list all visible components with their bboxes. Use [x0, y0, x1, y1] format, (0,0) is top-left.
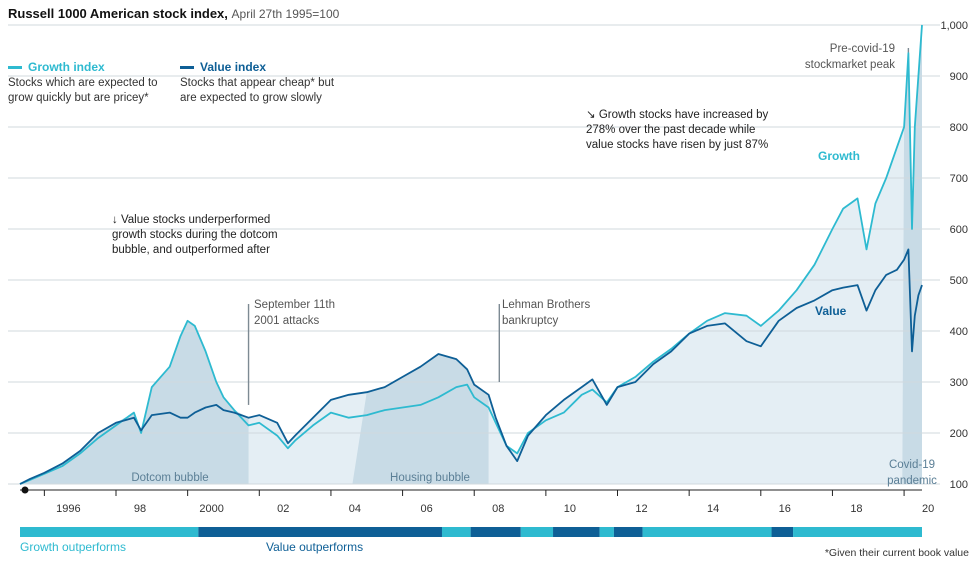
- y-tick-label: 500: [950, 275, 968, 287]
- decade-note-line-3: value stocks have risen by just 87%: [586, 139, 769, 151]
- lehman-label-line-2: bankruptcy: [502, 315, 559, 327]
- decade-note-line-1: ↘ Growth stocks have increased by: [586, 109, 769, 121]
- y-tick-label: 300: [950, 377, 968, 389]
- outperform-segment: [20, 527, 199, 537]
- area-fill: [20, 25, 922, 484]
- decade-note-line-2: 278% over the past decade while: [586, 124, 756, 136]
- decade-note: ↘ Growth stocks have increased by 278% o…: [586, 108, 768, 153]
- housing-bubble-label: Housing bubble: [390, 472, 470, 484]
- value-series-line: [19, 248, 923, 485]
- y-tick-label: 400: [950, 326, 968, 338]
- precovid-label-line-1: Pre-covid-19: [830, 43, 895, 55]
- chart-subtitle: April 27th 1995=100: [231, 7, 340, 21]
- growth-series-line: [19, 24, 923, 485]
- outperform-segment: [553, 527, 600, 537]
- sept11-label-line-2: 2001 attacks: [254, 315, 319, 327]
- x-axis: 1996 98 2000 02 04 06 08 10 12 14 16 18 20: [20, 486, 934, 515]
- x-tick-label: 14: [707, 503, 719, 515]
- dotcom-note-line-2: growth stocks during the dotcom: [112, 229, 278, 241]
- outperform-bar: [20, 527, 922, 537]
- value-outperforms-label: Value outperforms: [266, 540, 364, 554]
- dotcom-note-line-1: ↓ Value stocks underperformed: [112, 214, 271, 226]
- shaded-period-2: [902, 25, 922, 484]
- x-tick-label: 06: [420, 503, 432, 515]
- legend-growth-label: Growth index: [28, 60, 105, 74]
- y-tick-label: 900: [950, 71, 968, 83]
- y-tick-label: 700: [950, 173, 968, 185]
- outperform-segment: [793, 527, 922, 537]
- annotation-labels: September 11th 2001 attacks Lehman Brother…: [131, 43, 937, 487]
- growth-outperforms-label: Growth outperforms: [20, 540, 127, 554]
- x-tick-label: 98: [134, 503, 146, 515]
- legend-growth-swatch: [8, 65, 22, 69]
- legend-value-desc-1: Stocks that appear cheap* but: [180, 77, 335, 89]
- y-tick-label: 600: [950, 224, 968, 236]
- x-tick-label: 2000: [199, 503, 223, 515]
- legend-growth-header: Growth index: [8, 60, 158, 74]
- value-series-label: Value: [815, 304, 847, 318]
- sept11-label-line-1: September 11th: [254, 299, 335, 311]
- y-tick-label: 200: [950, 428, 968, 440]
- y-tick-label: 100: [950, 479, 968, 491]
- legend-value: Value index Stocks that appear cheap* bu…: [180, 60, 334, 106]
- x-tick-label: 02: [277, 503, 289, 515]
- x-tick-label: 18: [850, 503, 862, 515]
- dotcom-note-line-3: bubble, and outperformed after: [112, 244, 270, 256]
- x-tick-label: 10: [564, 503, 576, 515]
- x-tick-label: 08: [492, 503, 504, 515]
- footnote: *Given their current book value: [824, 547, 969, 559]
- legend-value-header: Value index: [180, 60, 334, 74]
- x-tick-label: 1996: [56, 503, 80, 515]
- shaded-period-0: [20, 320, 249, 484]
- outperform-segment: [441, 527, 471, 537]
- outperform-segment: [771, 527, 794, 537]
- legend-value-swatch: [180, 65, 194, 69]
- outperform-segment: [520, 527, 554, 537]
- dotcom-note: ↓ Value stocks underperformed growth sto…: [112, 213, 278, 258]
- x-tick-label: 04: [349, 503, 361, 515]
- dotcom-bubble-label: Dotcom bubble: [131, 472, 208, 484]
- covid-label-line-2: pandemic: [887, 475, 937, 487]
- legend-growth: Growth index Stocks which are expected t…: [8, 60, 158, 106]
- chart-title-text: Russell 1000 American stock index,: [8, 6, 228, 21]
- y-tick-label: 800: [950, 122, 968, 134]
- growth-series-label: Growth: [818, 149, 860, 163]
- gridlines: [8, 24, 940, 485]
- x-tick-label: 20: [922, 503, 934, 515]
- outperform-segment: [198, 527, 442, 537]
- legend-growth-desc-1: Stocks which are expected to: [8, 77, 158, 89]
- lehman-label-line-1: Lehman Brothers: [502, 299, 590, 311]
- legend-growth-desc-2: grow quickly but are pricey*: [8, 92, 149, 104]
- x-tick-label: 16: [779, 503, 791, 515]
- y-tick-label: 1,000: [940, 20, 968, 32]
- outperform-segment: [470, 527, 521, 537]
- legend-value-desc-2: are expected to grow slowly: [180, 92, 322, 104]
- covid-label-line-1: Covid-19: [889, 459, 935, 471]
- origin-dot: [21, 486, 29, 494]
- precovid-label-line-2: stockmarket peak: [805, 59, 895, 71]
- x-tick-label: 12: [635, 503, 647, 515]
- chart-title: Russell 1000 American stock index, April…: [8, 6, 339, 21]
- outperform-segment: [599, 527, 614, 537]
- outperform-segment: [613, 527, 643, 537]
- legend-value-label: Value index: [200, 60, 267, 74]
- series-lines: [19, 24, 923, 485]
- y-axis-labels: 100 200 300 400 500 600 700 800 900 1,000: [940, 20, 968, 491]
- outperform-segment: [642, 527, 772, 537]
